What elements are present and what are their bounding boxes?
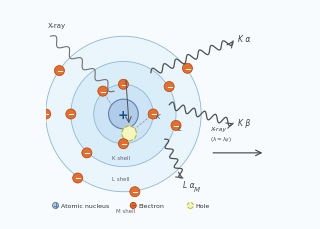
Text: K: K [156, 114, 160, 120]
Text: M shell: M shell [116, 208, 135, 213]
Circle shape [122, 127, 136, 141]
Circle shape [182, 64, 192, 74]
Text: −: − [172, 121, 180, 130]
Text: X-ray: X-ray [48, 23, 66, 29]
Text: -: - [132, 201, 135, 210]
Text: −: − [56, 67, 63, 76]
Circle shape [108, 100, 138, 129]
Circle shape [171, 121, 181, 131]
Text: ($\lambda=\lambda_\beta$): ($\lambda=\lambda_\beta$) [210, 136, 232, 146]
Circle shape [41, 109, 51, 120]
Circle shape [118, 139, 128, 149]
Circle shape [71, 62, 176, 167]
Circle shape [94, 85, 153, 144]
Text: K shell: K shell [112, 155, 130, 160]
Text: −: − [99, 87, 106, 96]
Text: L: L [178, 125, 182, 131]
Circle shape [130, 187, 140, 197]
Text: L shell: L shell [112, 176, 130, 181]
Text: −: − [83, 149, 90, 158]
Circle shape [46, 37, 201, 192]
Text: L α: L α [183, 180, 195, 189]
Text: −: − [166, 83, 173, 92]
Circle shape [52, 203, 59, 209]
Circle shape [188, 203, 193, 209]
Text: X-ray: X-ray [210, 126, 227, 131]
Text: −: − [150, 110, 157, 119]
Text: M: M [194, 187, 200, 193]
Circle shape [130, 203, 136, 209]
Text: +: + [52, 201, 59, 210]
Text: −: − [120, 140, 127, 149]
Text: −: − [184, 65, 191, 74]
Text: +: + [118, 108, 129, 121]
Circle shape [73, 173, 83, 183]
Text: K β: K β [238, 119, 250, 128]
Text: K α: K α [238, 35, 250, 44]
Circle shape [164, 82, 174, 92]
Circle shape [54, 66, 64, 76]
Text: −: − [74, 174, 81, 183]
Text: −: − [67, 110, 74, 119]
Text: Atomic nucleus: Atomic nucleus [61, 203, 109, 208]
Text: −: − [131, 187, 138, 196]
Circle shape [66, 109, 76, 120]
Text: −: − [120, 80, 127, 89]
Circle shape [118, 80, 128, 90]
Circle shape [98, 87, 108, 97]
Text: −: − [42, 110, 49, 119]
Text: Electron: Electron [139, 203, 164, 208]
Text: Hole: Hole [196, 203, 210, 208]
Circle shape [82, 148, 92, 158]
Circle shape [148, 109, 158, 120]
